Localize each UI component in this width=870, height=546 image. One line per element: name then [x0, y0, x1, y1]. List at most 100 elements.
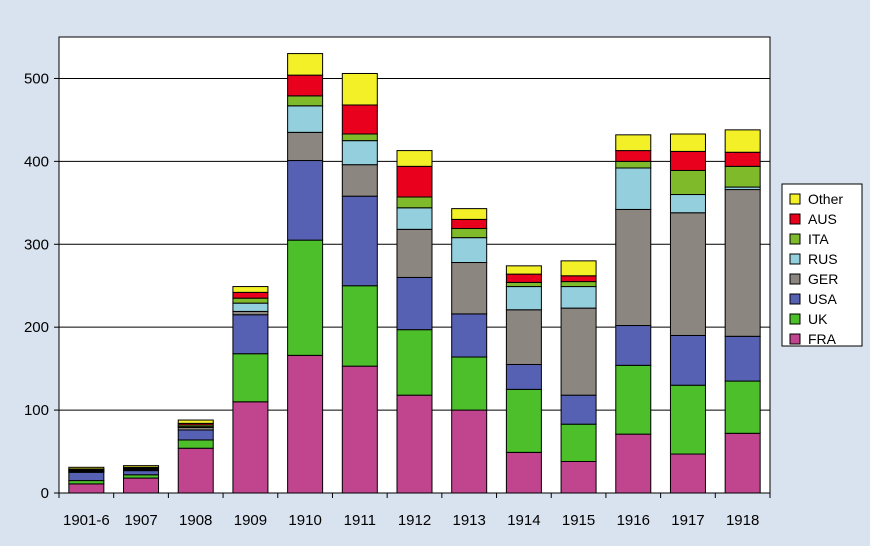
x-tick-label: 1913	[453, 512, 486, 529]
legend-label-usa: USA	[808, 291, 837, 307]
bar-segment-aus-1913	[451, 218, 488, 230]
legend-label-aus: AUS	[808, 211, 837, 227]
legend-swatch-aus	[789, 213, 801, 225]
legend-swatch-fra	[789, 333, 801, 345]
legend-label-other: Other	[808, 191, 843, 207]
bar-segment-usa-1907	[123, 470, 160, 476]
bar-segment-other-1915	[560, 260, 597, 277]
bar-segment-rus-1917	[669, 194, 706, 214]
bar-segment-usa-1911	[341, 195, 378, 287]
bar-segment-usa-1918	[724, 335, 761, 382]
bar-segment-uk-1912	[396, 329, 433, 396]
x-tick-label: 1908	[179, 512, 212, 529]
bar-segment-aus-1914	[505, 273, 542, 283]
bar-segment-aus-1918	[724, 151, 761, 167]
bar-segment-ger-1914	[505, 309, 542, 365]
legend-label-ger: GER	[808, 271, 838, 287]
bar-segment-usa-1901-6	[68, 471, 105, 482]
bar-segment-rus-1909	[232, 302, 269, 312]
legend: Other AUS ITA RUS GER USA UK FRA	[781, 183, 863, 347]
legend-swatch-rus	[789, 253, 801, 265]
bar-segment-ita-1911	[341, 133, 378, 142]
bar-segment-usa-1909	[232, 314, 269, 355]
plot-border	[58, 36, 771, 494]
y-tick-label: 400	[24, 153, 49, 170]
bar-segment-fra-1917	[669, 453, 706, 494]
x-tick-label: 1901-6	[63, 512, 110, 529]
bars	[68, 53, 761, 494]
bar-segment-ita-1918	[724, 165, 761, 188]
bar-segment-aus-1910	[287, 74, 324, 97]
bar-segment-ita-1917	[669, 169, 706, 196]
bar-segment-ger-1915	[560, 307, 597, 396]
bar-segment-other-1916	[615, 134, 652, 152]
legend-label-fra: FRA	[808, 331, 837, 347]
legend-swatch-uk	[789, 313, 801, 325]
bar-segment-ita-1915	[560, 281, 597, 288]
bar-segment-other-1912	[396, 150, 433, 167]
bar-segment-ger-1913	[451, 262, 488, 315]
bar-segment-ita-1912	[396, 196, 433, 209]
bar-segment-usa-1915	[560, 394, 597, 425]
bar-segment-uk-1910	[287, 239, 324, 356]
y-tick-label: 500	[24, 70, 49, 87]
bar-segment-ita-1910	[287, 95, 324, 107]
x-tick-label: 1916	[617, 512, 650, 529]
bar-segment-rus-1911	[341, 140, 378, 166]
axes: 0 100 200 300 400 500 1901-6 1907 1908 1909 1910 19…	[24, 36, 771, 529]
bar-segment-fra-1907	[123, 477, 160, 494]
x-tick-label: 1910	[288, 512, 321, 529]
bar-segment-aus-1916	[615, 150, 652, 162]
bar-segment-fra-1916	[615, 433, 652, 494]
bar-segment-fra-1909	[232, 401, 269, 494]
legend-swatch-ita	[789, 233, 801, 245]
bar-segment-usa-1917	[669, 334, 706, 386]
bar-segment-ger-1911	[341, 164, 378, 197]
bar-segment-usa-1914	[505, 363, 542, 390]
bar-segment-ger-1917	[669, 212, 706, 336]
bar-segment-usa-1913	[451, 313, 488, 358]
y-tick-label: 300	[24, 236, 49, 253]
bar-segment-uk-1913	[451, 356, 488, 411]
x-tick-label: 1915	[562, 512, 595, 529]
legend-swatch-ger	[789, 273, 801, 285]
bar-segment-usa-1908	[177, 429, 214, 441]
bar-segment-ita-1913	[451, 228, 488, 239]
x-tick-label: 1918	[726, 512, 759, 529]
bar-segment-rus-1914	[505, 286, 542, 311]
bar-segment-aus-1915	[560, 275, 597, 283]
legend-label-rus: RUS	[808, 251, 838, 267]
x-tick-label: 1911	[344, 512, 376, 529]
bar-segment-uk-1916	[615, 364, 652, 435]
legend-label-uk: UK	[808, 311, 828, 327]
bar-segment-other-1908	[177, 419, 214, 424]
bar-segment-fra-1912	[396, 394, 433, 494]
bar-segment-ger-1916	[615, 208, 652, 327]
bar-segment-uk-1911	[341, 285, 378, 367]
bar-segment-usa-1910	[287, 160, 324, 241]
bar-segment-other-1913	[451, 208, 488, 220]
y-tick-label: 0	[41, 485, 49, 502]
bar-segment-aus-1917	[669, 150, 706, 171]
bar-segment-usa-1916	[615, 325, 652, 366]
x-tick-label: 1909	[234, 512, 267, 529]
bar-segment-other-1901-6	[68, 466, 105, 470]
bar-segment-other-1911	[341, 72, 378, 106]
bar-segment-fra-1914	[505, 451, 542, 494]
y-tick-label: 100	[24, 402, 49, 419]
bar-segment-uk-1918	[724, 380, 761, 434]
bar-segment-ger-1918	[724, 189, 761, 337]
legend-label-ita: ITA	[808, 231, 829, 247]
bar-segment-aus-1911	[341, 104, 378, 135]
bar-segment-fra-1913	[451, 409, 488, 494]
bar-segment-other-1909	[232, 286, 269, 293]
bar-segment-ger-1912	[396, 228, 433, 278]
x-tick-label: 1914	[507, 512, 540, 529]
bar-segment-other-1910	[287, 53, 324, 76]
x-tick-label: 1907	[124, 512, 157, 529]
bar-segment-fra-1901-6	[68, 483, 105, 494]
x-tick-label: 1917	[671, 512, 704, 529]
bar-segment-rus-1913	[451, 237, 488, 264]
legend-swatch-usa	[789, 293, 801, 305]
